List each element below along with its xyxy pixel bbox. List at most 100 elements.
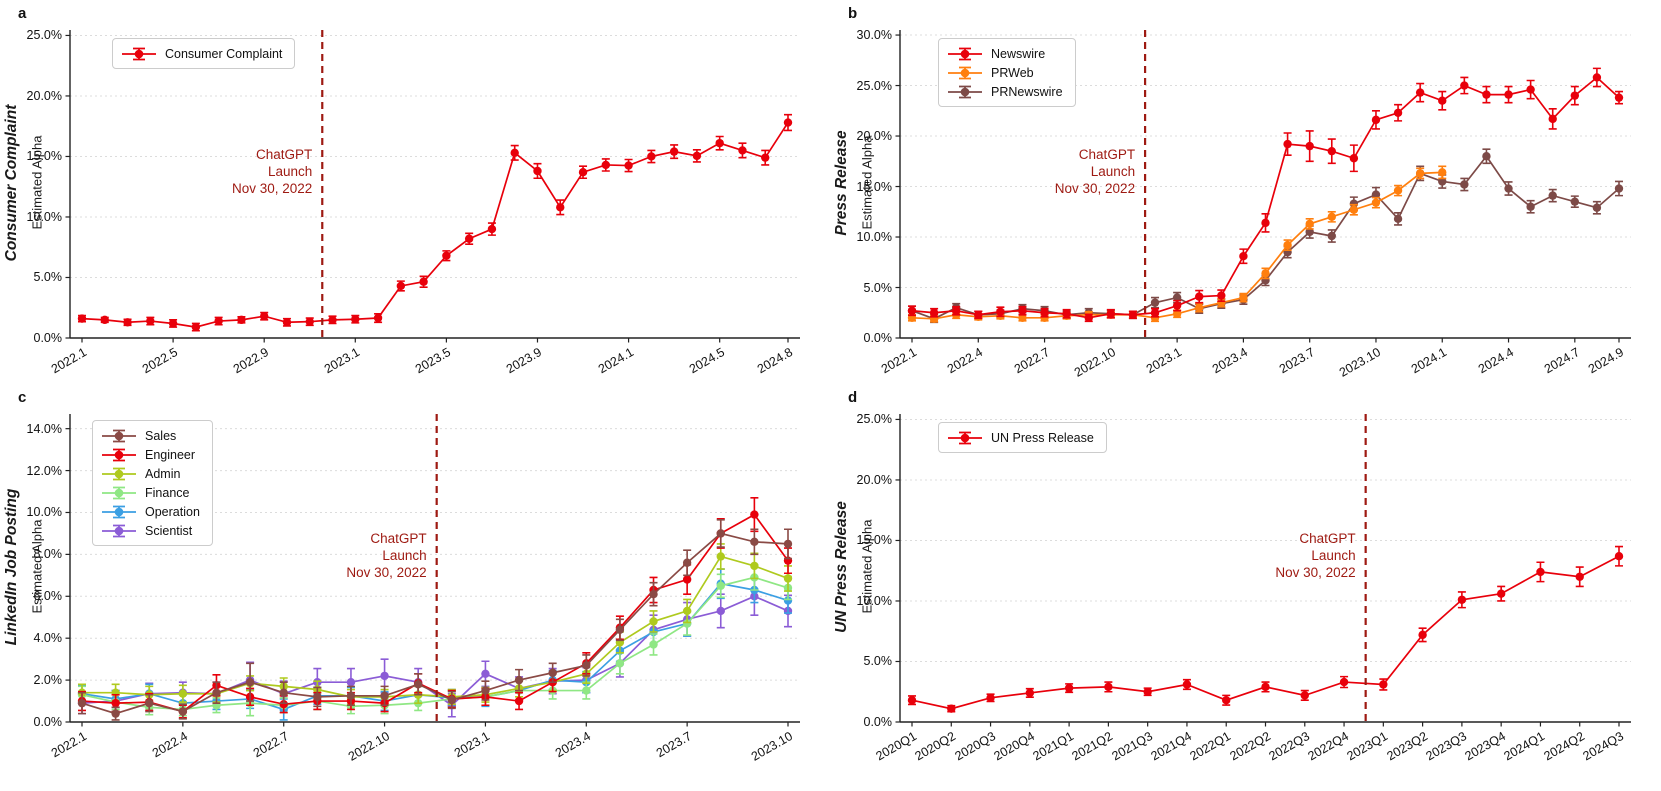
data-point-marker bbox=[313, 692, 322, 702]
legend-item: Consumer Complaint bbox=[122, 44, 282, 63]
data-point-marker bbox=[582, 686, 591, 695]
data-point-marker bbox=[1283, 240, 1292, 250]
data-point-marker bbox=[1261, 269, 1270, 278]
y-tick-label: 10.0% bbox=[26, 505, 62, 520]
data-point-marker bbox=[373, 313, 383, 323]
data-point-marker bbox=[578, 168, 588, 177]
data-point-marker bbox=[601, 160, 611, 170]
data-point-marker bbox=[1393, 186, 1403, 195]
data-point-marker bbox=[647, 152, 656, 161]
data-point-marker bbox=[947, 704, 956, 713]
data-point-marker bbox=[1371, 190, 1381, 199]
data-point-marker bbox=[1614, 184, 1624, 193]
series-line bbox=[82, 555, 789, 698]
legend-label: Consumer Complaint bbox=[165, 46, 283, 61]
y-tick-label: 10.0% bbox=[26, 209, 62, 224]
data-point-marker bbox=[510, 148, 519, 158]
data-point-marker bbox=[1393, 214, 1403, 224]
data-point-marker bbox=[783, 539, 793, 549]
series-consumer-complaint bbox=[77, 113, 793, 332]
legend-item: UN Press Release bbox=[948, 428, 1094, 447]
data-point-marker bbox=[556, 203, 565, 212]
errorbar-marker-icon bbox=[102, 448, 136, 461]
data-point-marker bbox=[1349, 205, 1359, 214]
series-un-press-release bbox=[907, 545, 1624, 713]
data-point-marker bbox=[1418, 630, 1427, 640]
errorbar-marker-icon bbox=[102, 467, 136, 480]
data-point-marker bbox=[986, 693, 995, 702]
data-point-marker bbox=[442, 251, 451, 260]
data-point-marker bbox=[974, 310, 983, 319]
data-point-marker bbox=[1150, 298, 1160, 307]
data-point-marker bbox=[1261, 682, 1270, 692]
data-point-marker bbox=[1327, 212, 1336, 222]
data-point-marker bbox=[783, 118, 793, 127]
data-point-marker bbox=[929, 308, 939, 317]
data-point-marker bbox=[907, 696, 917, 705]
data-point-marker bbox=[1339, 677, 1349, 687]
data-point-marker bbox=[1460, 81, 1469, 90]
data-point-marker bbox=[1327, 146, 1336, 156]
data-point-marker bbox=[1438, 168, 1447, 177]
data-point-marker bbox=[738, 146, 747, 155]
legend-item: Sales bbox=[102, 426, 200, 445]
legend-label: Operation bbox=[145, 504, 200, 519]
data-point-marker bbox=[1548, 191, 1557, 200]
data-point-marker bbox=[328, 315, 337, 325]
data-point-marker bbox=[346, 691, 356, 701]
legend-item: Admin bbox=[102, 464, 200, 483]
data-point-marker bbox=[1592, 203, 1602, 212]
data-point-marker bbox=[1040, 308, 1049, 317]
legend-label: PRNewswire bbox=[991, 84, 1063, 99]
data-point-marker bbox=[1283, 139, 1292, 149]
legend-item: Scientist bbox=[102, 521, 200, 540]
data-point-marker bbox=[907, 306, 917, 315]
data-point-marker bbox=[487, 224, 497, 234]
data-point-marker bbox=[669, 147, 679, 156]
data-point-marker bbox=[750, 561, 759, 571]
y-tick-label: 6.0% bbox=[33, 589, 63, 604]
errorbar-marker-icon bbox=[102, 524, 136, 537]
annotation-chatgpt-launch: ChatGPT Launch Nov 30, 2022 bbox=[1054, 146, 1136, 196]
y-tick-label: 10.0% bbox=[856, 230, 892, 245]
data-point-marker bbox=[305, 317, 314, 326]
legend-label: Scientist bbox=[145, 523, 193, 538]
plot-area-a bbox=[65, 30, 800, 343]
data-point-marker bbox=[1438, 177, 1447, 186]
data-point-marker bbox=[413, 680, 423, 689]
data-point-marker bbox=[145, 698, 154, 708]
data-point-marker bbox=[715, 138, 724, 148]
data-point-marker bbox=[178, 707, 188, 716]
data-point-marker bbox=[1150, 308, 1160, 317]
data-point-marker bbox=[1504, 90, 1513, 99]
data-point-marker bbox=[419, 277, 428, 286]
data-point-marker bbox=[351, 315, 360, 324]
data-point-marker bbox=[716, 606, 725, 616]
data-point-marker bbox=[1261, 218, 1270, 228]
data-point-marker bbox=[1482, 152, 1491, 161]
data-point-marker bbox=[951, 306, 961, 315]
y-tick-label: 15.0% bbox=[856, 179, 892, 194]
data-point-marker bbox=[464, 234, 474, 243]
legend-a: Consumer Complaint bbox=[112, 38, 296, 69]
y-tick-label: 12.0% bbox=[26, 463, 62, 478]
data-point-marker bbox=[123, 318, 132, 327]
y-tick-label: 20.0% bbox=[856, 472, 892, 487]
data-point-marker bbox=[168, 319, 178, 328]
y-tick-label: 4.0% bbox=[33, 631, 63, 646]
data-point-marker bbox=[783, 574, 793, 583]
errorbar-marker-icon bbox=[122, 47, 156, 60]
legend-d: UN Press Release bbox=[938, 422, 1107, 453]
legend-item: PRNewswire bbox=[948, 82, 1063, 101]
annotation-chatgpt-launch: ChatGPT Launch Nov 30, 2022 bbox=[346, 530, 427, 580]
data-point-marker bbox=[682, 606, 692, 616]
data-point-marker bbox=[615, 659, 625, 668]
legend-label: PRWeb bbox=[991, 65, 1034, 80]
data-point-marker bbox=[1084, 313, 1093, 323]
data-point-marker bbox=[533, 166, 542, 176]
data-point-marker bbox=[750, 537, 759, 547]
y-tick-label: 14.0% bbox=[26, 421, 62, 436]
data-point-marker bbox=[1106, 309, 1116, 318]
errorbar-marker-icon bbox=[948, 66, 982, 79]
panel-d: d UN Press Release Estimated Alpha 0.0% 5.0%… bbox=[830, 384, 1661, 768]
